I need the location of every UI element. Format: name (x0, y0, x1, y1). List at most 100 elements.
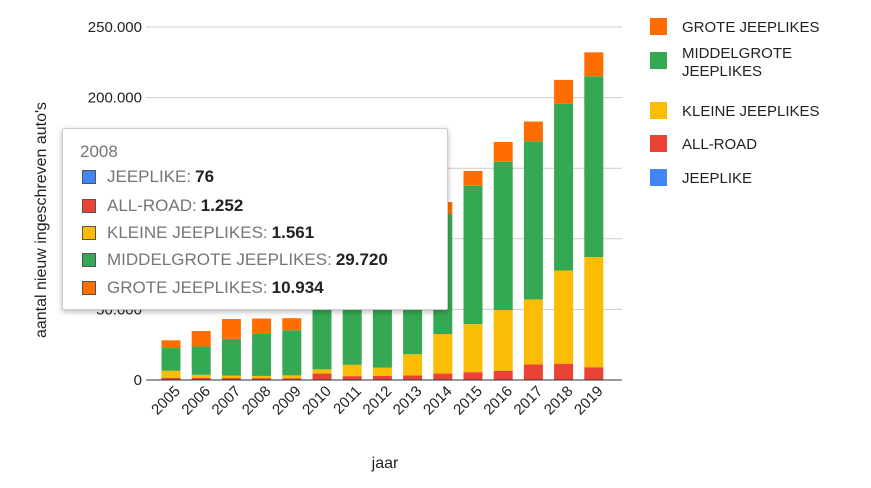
bar-stack-2007[interactable] (221, 319, 241, 380)
legend-label: GROTE JEEPLIKES (682, 19, 820, 36)
tooltip-series-name: JEEPLIKE: (107, 167, 192, 186)
bar-segment-middelgrote-jeeplikes[interactable] (221, 338, 241, 376)
bar-segment-all-road[interactable] (252, 378, 272, 380)
bar-segment-middelgrote-jeeplikes[interactable] (191, 346, 211, 375)
bar-segment-all-road[interactable] (282, 378, 302, 380)
bar-segment-middelgrote-jeeplikes[interactable] (252, 333, 272, 376)
x-tick-label: 2015 (450, 383, 486, 419)
bar-segment-kleine-jeeplikes[interactable] (433, 334, 453, 374)
bar-segment-kleine-jeeplikes[interactable] (493, 310, 513, 371)
bar-segment-grote-jeeplikes[interactable] (161, 340, 181, 349)
bar-segment-grote-jeeplikes[interactable] (584, 52, 604, 77)
legend-swatch (650, 18, 667, 35)
bar-segment-kleine-jeeplikes[interactable] (584, 257, 604, 368)
y-axis-title: aantal nieuw ingeschreven auto's (33, 102, 50, 338)
tooltip-row: KLEINE JEEPLIKES: 1.561 (82, 222, 314, 244)
bar-segment-kleine-jeeplikes[interactable] (221, 375, 241, 379)
bar-segment-kleine-jeeplikes[interactable] (191, 374, 211, 378)
bar-segment-kleine-jeeplikes[interactable] (342, 364, 362, 377)
legend: GROTE JEEPLIKES MIDDELGROTE JEEPLIKES KLEIN… (650, 18, 820, 187)
bar-stack-2009[interactable] (282, 318, 302, 380)
x-tick-label: 2007 (209, 383, 245, 419)
bar-segment-grote-jeeplikes[interactable] (252, 318, 272, 334)
bar-segment-middelgrote-jeeplikes[interactable] (523, 141, 543, 300)
bar-segment-kleine-jeeplikes[interactable] (282, 375, 302, 379)
bar-segment-kleine-jeeplikes[interactable] (554, 270, 574, 364)
bar-stack-2005[interactable] (161, 340, 181, 380)
bar-segment-grote-jeeplikes[interactable] (282, 318, 302, 331)
bar-segment-all-road[interactable] (433, 373, 453, 380)
bar-segment-kleine-jeeplikes[interactable] (403, 354, 423, 376)
bar-segment-kleine-jeeplikes[interactable] (161, 370, 181, 378)
x-axis-title: jaar (371, 455, 399, 472)
x-tick-label: 2013 (390, 383, 426, 419)
legend-item-middelgrote-jeeplikes[interactable]: MIDDELGROTE JEEPLIKES (650, 45, 792, 80)
bar-segment-middelgrote-jeeplikes[interactable] (312, 308, 332, 370)
bar-segment-all-road[interactable] (403, 375, 423, 380)
tooltip-series-value: 1.561 (271, 223, 315, 242)
x-tick-label: 2012 (360, 383, 396, 419)
tooltip-swatch (82, 199, 96, 213)
bar-segment-middelgrote-jeeplikes[interactable] (554, 103, 574, 271)
legend-item-grote-jeeplikes[interactable]: GROTE JEEPLIKES (650, 18, 820, 36)
legend-swatch (650, 52, 667, 69)
x-tick-label: 2018 (541, 383, 577, 419)
y-tick-label: 0 (134, 372, 142, 389)
bar-segment-kleine-jeeplikes[interactable] (463, 324, 483, 373)
bar-segment-all-road[interactable] (312, 373, 332, 380)
bar-segment-grote-jeeplikes[interactable] (493, 142, 513, 162)
bar-stack-2017[interactable] (523, 121, 543, 380)
bar-segment-kleine-jeeplikes[interactable] (523, 299, 543, 365)
x-tick-label: 2008 (239, 383, 275, 419)
tooltip-title: 2008 (80, 142, 118, 161)
bar-segment-all-road[interactable] (372, 375, 392, 380)
bar-segment-middelgrote-jeeplikes[interactable] (493, 161, 513, 311)
y-tick-label: 200.000 (88, 90, 142, 107)
bar-segment-all-road[interactable] (523, 364, 543, 380)
bar-segment-middelgrote-jeeplikes[interactable] (161, 348, 181, 371)
legend-label: KLEINE JEEPLIKES (682, 103, 820, 120)
legend-item-kleine-jeeplikes[interactable]: KLEINE JEEPLIKES (650, 102, 820, 120)
bar-segment-kleine-jeeplikes[interactable] (372, 367, 392, 376)
legend-swatch (650, 135, 667, 152)
bar-segment-all-road[interactable] (463, 372, 483, 380)
bar-segment-all-road[interactable] (584, 367, 604, 380)
bar-segment-all-road[interactable] (554, 363, 574, 380)
tooltip-swatch (82, 226, 96, 240)
x-tick-label: 2009 (269, 383, 305, 419)
tooltip-series-name: MIDDELGROTE JEEPLIKES: (107, 250, 332, 269)
x-tick-label: 2019 (571, 383, 607, 419)
bar-segment-grote-jeeplikes[interactable] (463, 170, 483, 186)
bar-segment-grote-jeeplikes[interactable] (554, 79, 574, 104)
bar-segment-middelgrote-jeeplikes[interactable] (282, 330, 302, 376)
bar-segment-all-road[interactable] (161, 377, 181, 380)
bar-stack-2015[interactable] (463, 170, 483, 380)
bar-segment-all-road[interactable] (493, 370, 513, 380)
bar-segment-middelgrote-jeeplikes[interactable] (584, 76, 604, 258)
bar-stack-2008[interactable] (252, 318, 272, 380)
legend-label: ALL-ROAD (682, 136, 757, 153)
bar-stack-2018[interactable] (554, 79, 574, 380)
bar-stacks (161, 52, 604, 380)
bar-segment-kleine-jeeplikes[interactable] (312, 369, 332, 374)
tooltip-series-name: GROTE JEEPLIKES: (107, 278, 268, 297)
tooltip-row: MIDDELGROTE JEEPLIKES: 29.720 (82, 249, 388, 271)
tooltip-series-value: 10.934 (271, 278, 324, 297)
bar-stack-2006[interactable] (191, 331, 211, 380)
bar-segment-all-road[interactable] (221, 378, 241, 380)
bar-segment-grote-jeeplikes[interactable] (523, 121, 543, 142)
bar-stack-2016[interactable] (493, 142, 513, 380)
bar-segment-kleine-jeeplikes[interactable] (252, 375, 272, 379)
bar-segment-grote-jeeplikes[interactable] (221, 319, 241, 339)
legend-label: JEEPLIKE (682, 170, 752, 187)
legend-item-all-road[interactable]: ALL-ROAD (650, 135, 757, 153)
legend-item-jeeplike[interactable]: JEEPLIKE (650, 169, 752, 187)
bar-stack-2019[interactable] (584, 52, 604, 380)
bar-segment-all-road[interactable] (191, 377, 211, 380)
bar-segment-grote-jeeplikes[interactable] (191, 331, 211, 347)
bar-segment-all-road[interactable] (342, 376, 362, 380)
legend-swatch (650, 169, 667, 186)
tooltip-swatch (82, 170, 96, 184)
bar-segment-middelgrote-jeeplikes[interactable] (463, 185, 483, 325)
bar-segment-middelgrote-jeeplikes[interactable] (342, 304, 362, 365)
